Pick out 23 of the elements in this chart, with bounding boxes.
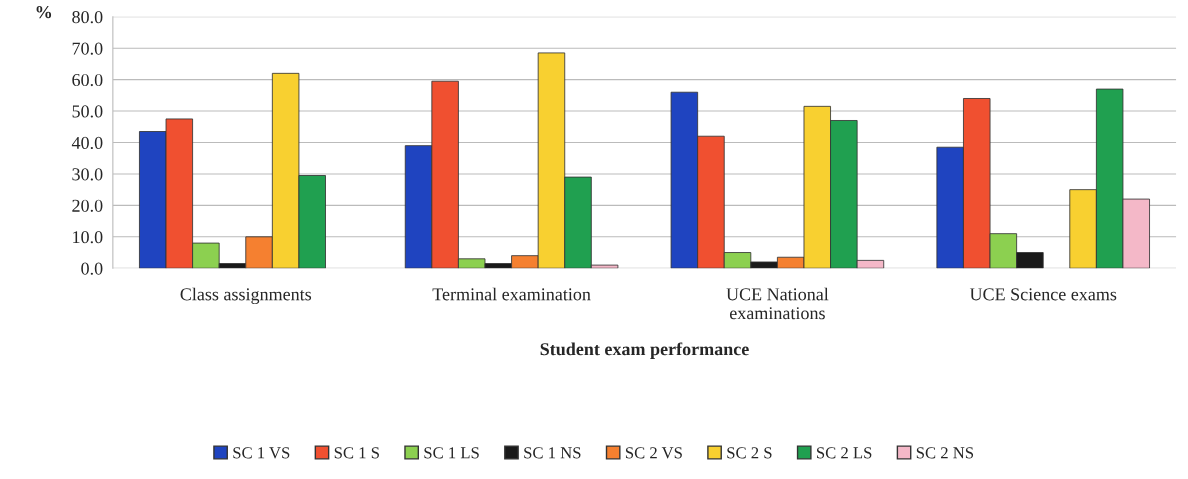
x-tick-label: Class assignments	[180, 287, 312, 305]
legend-label: SC 1 S	[334, 447, 379, 459]
legend-label: SC 1 VS	[233, 447, 290, 459]
legend-label: SC 2 NS	[916, 447, 974, 459]
legend-label: SC 1 LS	[424, 447, 479, 459]
x-tick-label: Terminal examination	[432, 287, 591, 301]
y-tick-label: 70.0	[72, 42, 103, 55]
x-tick-label: UCE Science exams	[969, 288, 1117, 301]
y-tick-label: 10.0	[73, 231, 103, 244]
y-tick-label: 0.0	[81, 262, 103, 275]
y-axis-title: %	[36, 5, 52, 19]
legend-label: SC 2 LS	[817, 447, 872, 459]
y-tick-label: 50.0	[72, 105, 103, 118]
legend-label: SC 2 VS	[625, 447, 682, 459]
y-tick-label: 20.0	[72, 199, 103, 212]
x-tick-label: UCE National examinations	[726, 287, 829, 320]
x-axis-title: Student exam performance	[540, 342, 749, 359]
y-tick-label: 80.0	[72, 11, 103, 24]
legend-label: SC 2 S	[727, 447, 772, 459]
legend-label: SC 1 NS	[524, 447, 581, 459]
y-tick-label: 60.0	[72, 73, 103, 87]
y-tick-label: 30.0	[72, 168, 103, 181]
y-tick-label: 40.0	[71, 136, 103, 150]
